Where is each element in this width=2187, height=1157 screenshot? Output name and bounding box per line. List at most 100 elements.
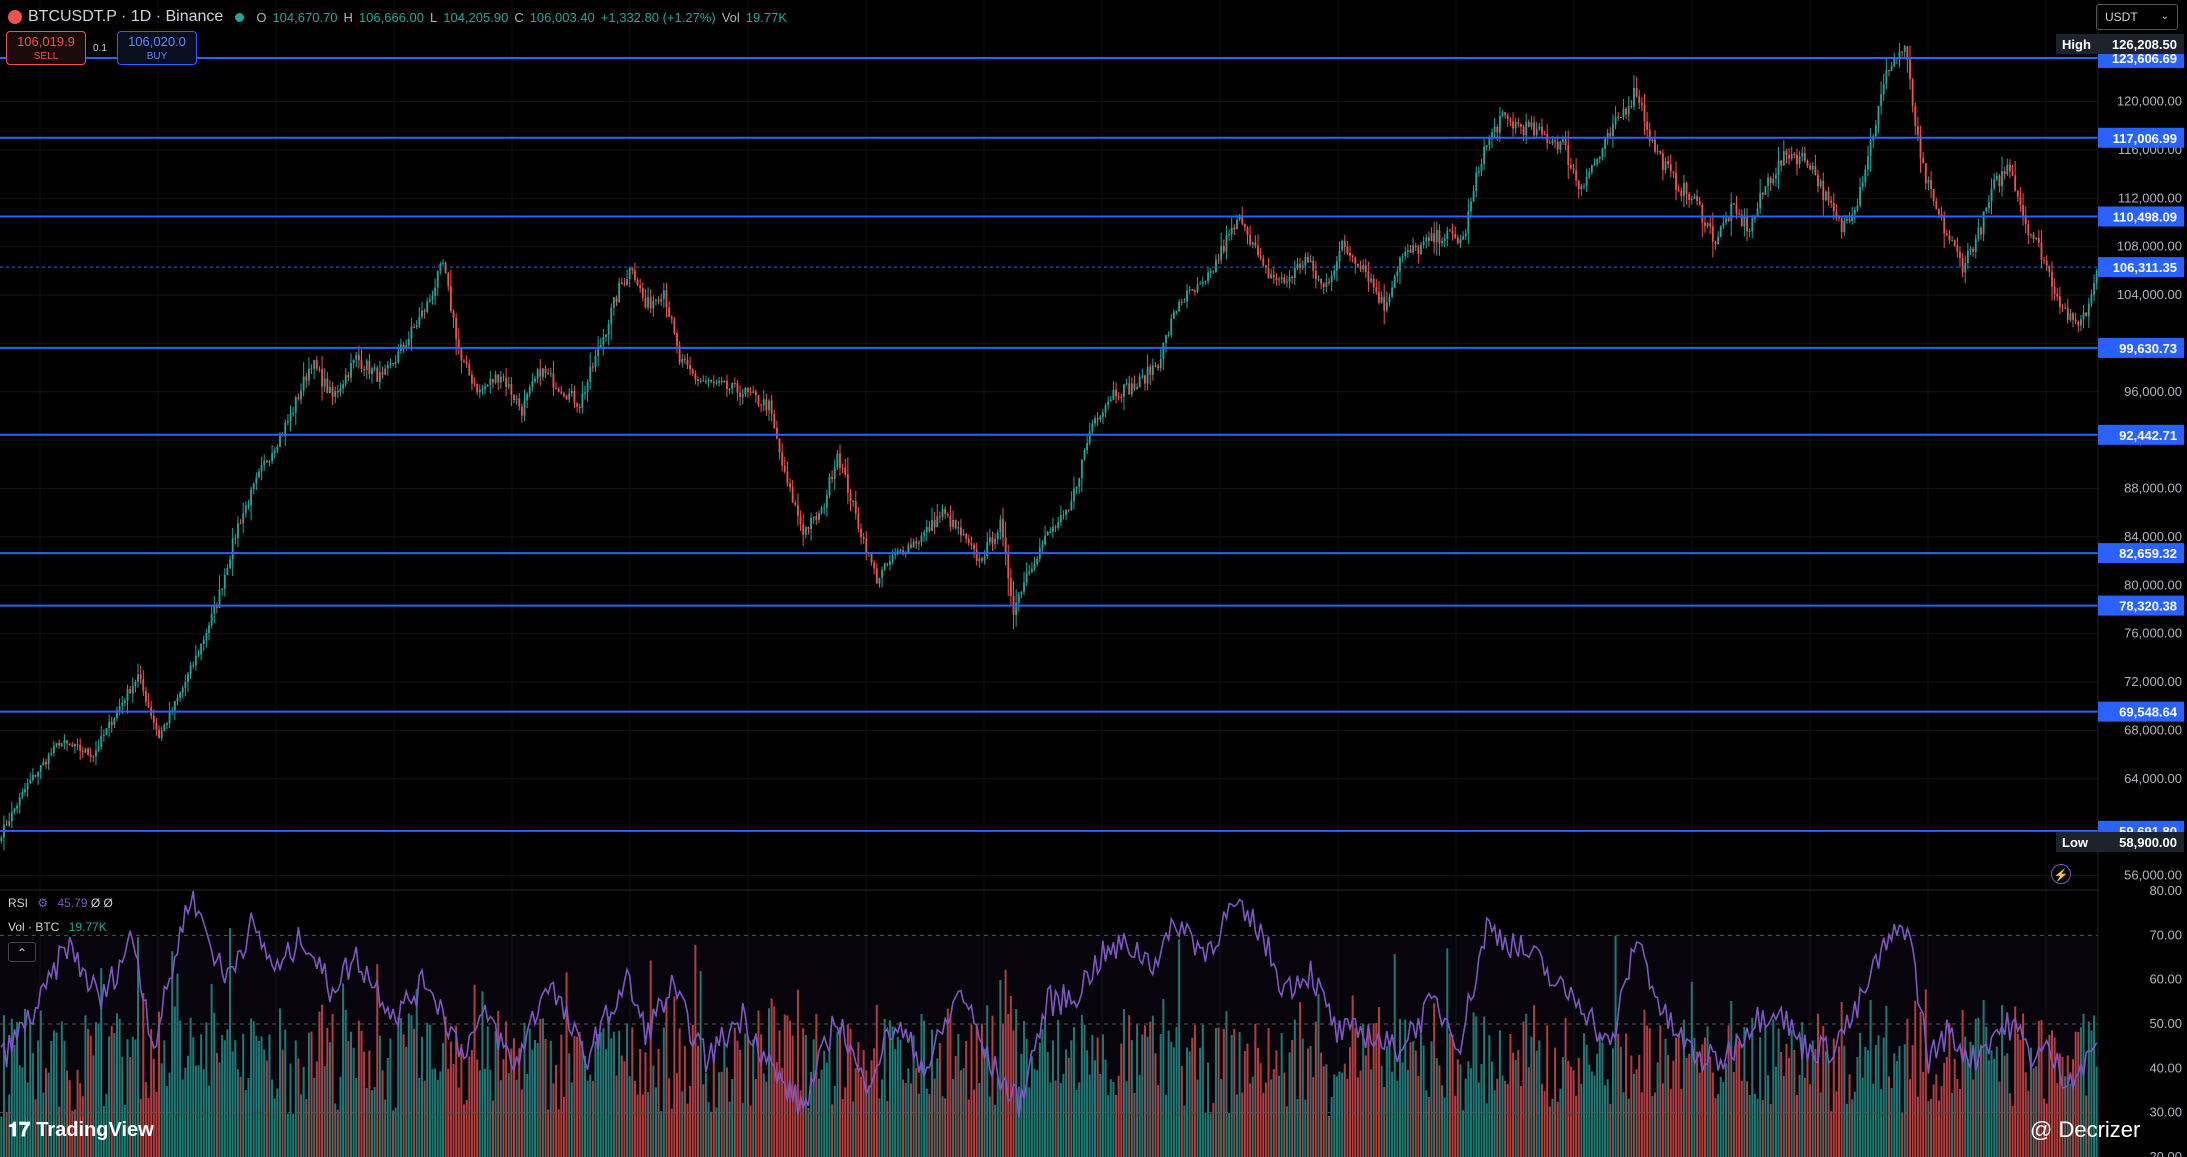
volume-bar xyxy=(1464,1078,1467,1157)
lightning-icon[interactable]: ⚡ xyxy=(2051,864,2071,884)
volume-bar xyxy=(1664,1038,1667,1157)
candle-body xyxy=(1477,171,1480,173)
volume-bar xyxy=(1953,1058,1956,1157)
volume-bar xyxy=(2040,1020,2043,1157)
volume-bar xyxy=(1364,1055,1367,1157)
volume-bar xyxy=(365,1087,368,1157)
level-label: 99,630.73 xyxy=(2119,341,2177,356)
candle-body xyxy=(1943,216,1946,234)
candle-body xyxy=(1020,591,1023,595)
candle-body xyxy=(2022,205,2024,216)
candle-body xyxy=(1170,318,1173,336)
candle-body xyxy=(1430,233,1433,241)
volume-bar xyxy=(1446,948,1449,1157)
candle-body xyxy=(1475,172,1478,191)
candle-body xyxy=(825,495,828,508)
volume-bar xyxy=(218,1062,221,1157)
volume-bar xyxy=(1122,1008,1125,1157)
candle-body xyxy=(1633,87,1635,107)
volume-bar xyxy=(1974,1018,1977,1157)
candle-body xyxy=(889,560,891,565)
volume-bar xyxy=(702,1084,705,1157)
volume-bar xyxy=(1512,1052,1515,1157)
candle-body xyxy=(68,743,71,745)
volume-bar xyxy=(1001,1024,1004,1157)
buy-button[interactable]: 106,020.0 BUY xyxy=(117,31,197,65)
candle-body xyxy=(294,397,297,413)
candle-body xyxy=(1972,248,1975,252)
volume-bar xyxy=(1235,1094,1238,1157)
candle-body xyxy=(1906,46,1909,60)
tradingview-logo[interactable]: 𝟏𝟕 TradingView xyxy=(8,1119,154,1142)
volume-bar xyxy=(1543,1090,1546,1157)
volume-bar xyxy=(1793,1049,1796,1157)
candle-body xyxy=(1956,245,1959,252)
candle-body xyxy=(628,268,631,279)
candle-body xyxy=(1688,193,1691,200)
volume-bar xyxy=(2022,1013,2025,1157)
volume-bar xyxy=(1283,1072,1286,1157)
volume-bar xyxy=(271,1079,274,1157)
currency-select[interactable]: USDT ⌄ xyxy=(2096,4,2178,30)
volume-bar xyxy=(39,1010,42,1157)
volume-bar xyxy=(163,1040,166,1157)
candle-body xyxy=(1046,531,1049,536)
volume-bar xyxy=(1751,1017,1754,1157)
volume-bar xyxy=(718,1072,721,1157)
sell-button[interactable]: 106,019.9 SELL xyxy=(6,31,86,65)
candle-body xyxy=(1443,238,1446,241)
volume-bar xyxy=(941,1096,944,1157)
volume-bar xyxy=(0,1116,3,1157)
volume-bar xyxy=(531,1049,534,1157)
volume-bar xyxy=(883,1019,886,1157)
candle-body xyxy=(110,721,113,726)
settings-icon[interactable]: ⚙ xyxy=(37,896,49,910)
candle-body xyxy=(92,756,95,758)
volume-bar xyxy=(486,1026,489,1157)
candle-body xyxy=(896,550,899,553)
candle-body xyxy=(513,394,515,400)
volume-bar xyxy=(2095,1066,2098,1157)
volume-bar xyxy=(1086,1050,1089,1157)
candle-body xyxy=(2030,234,2032,236)
candle-body xyxy=(541,368,544,377)
candle-body xyxy=(563,393,565,397)
volume-bar xyxy=(465,1099,468,1157)
candle-body xyxy=(991,537,994,544)
candle-body xyxy=(47,754,50,765)
volume-bar xyxy=(628,1076,631,1157)
candle-body xyxy=(1078,478,1081,487)
volume-bar xyxy=(1425,1090,1428,1157)
candle-body xyxy=(1467,211,1470,234)
volume-bar xyxy=(2090,1030,2093,1157)
volume-bar xyxy=(1220,1078,1223,1157)
candle-body xyxy=(1935,200,1938,210)
volume-bar xyxy=(1188,1051,1191,1157)
volume-bar xyxy=(384,1099,387,1157)
candle-body xyxy=(1803,153,1806,161)
price-axis[interactable]: 56,000.0064,000.0068,000.0072,000.0076,0… xyxy=(2056,0,2187,1157)
horizontal-levels[interactable] xyxy=(0,56,2098,832)
volume-bar xyxy=(339,1076,342,1157)
price-tick-label: 96,000.00 xyxy=(2124,384,2182,399)
collapse-button[interactable]: ⌃ xyxy=(8,942,36,962)
level-label: 110,498.09 xyxy=(2113,209,2177,224)
volume-bar xyxy=(1680,1089,1683,1157)
volume-bar xyxy=(799,1090,802,1157)
candle-body xyxy=(844,467,847,475)
volume-bar xyxy=(954,1055,957,1157)
volume-bar xyxy=(1809,1084,1812,1157)
level-label-box xyxy=(2098,424,2184,445)
volume-legend[interactable]: Vol · BTC 19.77K xyxy=(8,920,107,934)
symbol-label[interactable]: BTCUSDT.P · 1D · Binance xyxy=(28,8,224,25)
candle-body xyxy=(602,336,605,345)
volume-bar xyxy=(1259,1063,1262,1157)
candle-body xyxy=(421,310,423,317)
volume-bar xyxy=(1178,939,1181,1157)
volume-bar xyxy=(386,1057,389,1157)
volume-bar xyxy=(836,1031,839,1157)
candle-body xyxy=(1483,146,1486,164)
candle-body xyxy=(442,262,444,264)
rsi-legend[interactable]: RSI ⚙ 45.79 Ø Ø xyxy=(8,896,113,910)
